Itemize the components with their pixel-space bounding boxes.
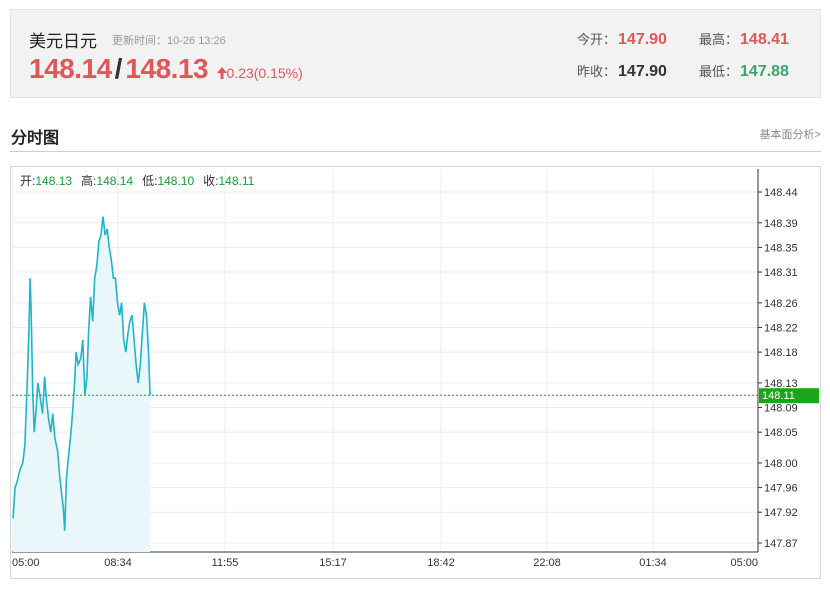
y-tick-label: 148.35 [764, 242, 798, 254]
last-price-label: 148.11 [762, 390, 795, 402]
update-time: 更新时间：10-26 13:26 [112, 35, 226, 47]
price-separator: / [114, 53, 123, 84]
change-value: 0.23(0.15%) [226, 65, 303, 81]
stat-low-value: 147.88 [740, 63, 789, 80]
arrow-up-icon [216, 67, 227, 79]
stat-open: 今开： 147.90 [577, 29, 667, 49]
ohlc-high-value: 148.14 [96, 174, 133, 188]
price-area [13, 216, 151, 552]
stat-prev-close-label: 昨收： [577, 64, 617, 79]
stat-prev-close-value: 147.90 [618, 63, 667, 80]
stat-open-label: 今开： [577, 32, 617, 47]
quote-panel: 美元日元 更新时间：10-26 13:26 148.14/148.13 0.23… [10, 9, 821, 98]
y-tick-label: 148.13 [764, 378, 798, 390]
x-tick-label: 11:55 [212, 557, 239, 569]
ohlc-low-value: 148.10 [157, 174, 194, 188]
intraday-chart[interactable]: 148.44 148.39 148.35 148.31 148.26 148.22 148.… [10, 166, 821, 579]
stat-prev-close: 昨收： 147.90 [577, 61, 667, 81]
section-divider [10, 151, 821, 152]
x-tick-label: 01:34 [639, 557, 667, 569]
stat-high: 最高： 148.41 [699, 29, 789, 49]
ohlc-close-label: 收: [203, 174, 218, 188]
ohlc-high-label: 高: [81, 173, 96, 188]
y-tick-label: 148.26 [764, 298, 798, 310]
y-tick-label: 148.18 [764, 347, 798, 359]
stat-low: 最低： 147.88 [699, 61, 789, 81]
y-tick-label: 148.05 [764, 427, 798, 439]
y-tick-label: 148.31 [764, 267, 798, 279]
price-row: 148.14/148.13 0.23(0.15%) [29, 53, 303, 85]
instrument-name: 美元日元 [29, 32, 97, 51]
ohlc-close-value: 148.11 [218, 174, 254, 188]
x-tick-label: 15:17 [319, 557, 347, 569]
y-tick-label: 147.92 [764, 507, 798, 519]
x-tick-label: 05:00 [730, 557, 758, 569]
y-tick-label: 148.09 [764, 403, 798, 415]
y-tick-label: 147.87 [764, 538, 798, 550]
x-tick-label: 05:00 [12, 557, 40, 569]
y-tick-label: 148.22 [764, 322, 798, 334]
ask-price: 148.13 [125, 53, 209, 84]
stat-open-value: 147.90 [618, 31, 667, 48]
y-tick-label: 148.44 [764, 187, 798, 199]
ohlc-open-value: 148.13 [35, 174, 72, 188]
bid-price: 148.14 [29, 53, 112, 84]
chart-svg[interactable]: 148.44 148.39 148.35 148.31 148.26 148.22 148.… [11, 167, 820, 578]
price-line [12, 216, 151, 531]
stat-low-label: 最低： [699, 64, 739, 79]
x-tick-label: 08:34 [104, 557, 132, 569]
stat-high-value: 148.41 [740, 31, 789, 48]
price-change: 0.23(0.15%) [216, 65, 303, 81]
y-tick-label: 148.00 [764, 458, 798, 470]
fundamental-analysis-link[interactable]: 基本面分析> [759, 129, 821, 141]
y-tick-label: 147.96 [764, 483, 798, 495]
svg-text:开:148.13高:148.14低:148.10收:148.: 开:148.13 高:148.14 低:148.10 收:148.11 [20, 173, 255, 188]
ohlc-open-label: 开: [20, 174, 35, 188]
y-tick-label: 148.39 [764, 218, 798, 230]
section-title: 分时图 [11, 130, 60, 147]
stat-high-label: 最高： [699, 32, 739, 47]
ohlc-low-label: 低: [142, 174, 157, 188]
last-price-tag [759, 388, 819, 404]
x-tick-label: 18:42 [427, 557, 455, 569]
x-tick-label: 22:08 [533, 557, 561, 569]
